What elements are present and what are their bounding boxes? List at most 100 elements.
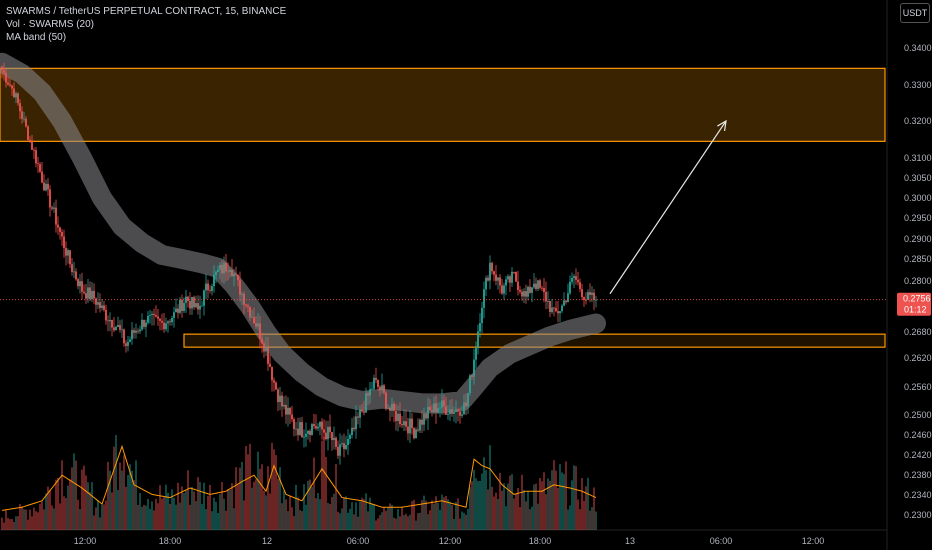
volume-bar — [227, 488, 229, 530]
candle-body — [551, 307, 553, 312]
candle-body — [197, 303, 199, 310]
volume-bar — [287, 511, 289, 530]
volume-bar — [83, 465, 85, 530]
volume-bar — [421, 500, 423, 530]
candle-body — [285, 404, 287, 415]
candle-body — [477, 331, 479, 349]
volume-bar — [471, 481, 473, 530]
volume-bar — [261, 464, 263, 530]
volume-bar — [445, 495, 447, 530]
volume-bar — [135, 460, 137, 530]
volume-bar — [79, 509, 81, 530]
y-tick-label: 0.2800 — [904, 276, 932, 286]
volume-bar — [571, 480, 573, 530]
candle-body — [305, 433, 307, 437]
volume-bar — [93, 515, 95, 530]
volume-bar — [9, 519, 11, 530]
candle-body — [155, 315, 157, 317]
supply-zone — [0, 67, 886, 142]
volume-bar — [585, 486, 587, 530]
y-tick-label: 0.3400 — [904, 43, 932, 53]
candle-body — [189, 301, 191, 309]
candle-body — [527, 286, 529, 297]
volume-bar — [529, 509, 531, 530]
price-tag-countdown: 01:12 — [904, 305, 927, 315]
candle-body — [295, 428, 297, 430]
volume-bar — [51, 505, 53, 530]
volume-bar — [205, 509, 207, 530]
candle-body — [339, 444, 341, 456]
candle-body — [251, 317, 253, 318]
currency-button[interactable]: USDT — [900, 3, 930, 23]
candle-body — [487, 277, 489, 281]
volume-bar — [175, 504, 177, 530]
candle-body — [447, 414, 449, 415]
volume-bar — [39, 503, 41, 530]
volume-bar — [535, 483, 537, 530]
candle-body — [323, 429, 325, 433]
volume-bar — [507, 483, 509, 530]
candle-body — [1, 66, 3, 71]
candle-body — [513, 271, 515, 273]
candle-body — [279, 395, 281, 403]
candle-body — [281, 395, 283, 407]
candle-body — [353, 427, 355, 430]
volume-bar — [61, 460, 63, 530]
volume-bar — [183, 492, 185, 530]
volume-bar — [231, 483, 233, 530]
candle-body — [431, 410, 433, 413]
volume-bar — [263, 490, 265, 530]
candle-body — [385, 392, 387, 409]
candle-body — [143, 319, 145, 327]
volume-bar — [495, 492, 497, 530]
volume-bar — [547, 478, 549, 530]
volume-bar — [483, 457, 485, 530]
volume-bar — [95, 507, 97, 530]
candle-body — [325, 432, 327, 440]
ma-band-indicator-label[interactable]: MA band (50) — [6, 32, 67, 43]
candle-body — [483, 289, 485, 308]
volume-bar — [577, 499, 579, 530]
volume-bar — [587, 477, 589, 530]
volume-bar — [355, 502, 357, 530]
volume-bar — [327, 502, 329, 530]
volume-bar — [77, 499, 79, 530]
candle-body — [343, 443, 345, 449]
volume-bar — [127, 475, 129, 530]
candle-body — [123, 329, 125, 344]
candle-body — [391, 403, 393, 411]
volume-bar — [583, 500, 585, 530]
volume-bar — [307, 480, 309, 530]
volume-bar — [417, 513, 419, 530]
volume-bar — [189, 504, 191, 530]
candle-body — [563, 300, 565, 306]
volume-bar — [581, 478, 583, 530]
volume-bar — [143, 504, 145, 530]
volume-bar — [297, 497, 299, 530]
volume-bar — [109, 470, 111, 530]
volume-bar — [211, 511, 213, 530]
volume-bar — [345, 496, 347, 530]
candle-body — [271, 366, 273, 381]
candle-body — [5, 73, 7, 83]
y-tick-label: 0.2850 — [904, 254, 932, 264]
volume-bar — [157, 503, 159, 530]
volume-bar — [269, 493, 271, 530]
volume-indicator-label[interactable]: Vol · SWARMS (20) — [6, 19, 94, 30]
candle-body — [215, 272, 217, 275]
volume-bar — [357, 516, 359, 530]
candle-body — [77, 279, 79, 287]
candle-body — [37, 163, 39, 165]
volume-bar — [563, 474, 565, 530]
candle-body — [241, 293, 243, 295]
candle-body — [83, 291, 85, 294]
price-tag-value: 0.2756 — [903, 294, 931, 304]
volume-bar — [289, 496, 291, 530]
candle-body — [439, 407, 441, 409]
volume-bar — [35, 511, 37, 530]
candle-body — [259, 323, 261, 339]
volume-bar — [433, 503, 435, 530]
candle-body — [567, 293, 569, 303]
candle-body — [421, 419, 423, 425]
